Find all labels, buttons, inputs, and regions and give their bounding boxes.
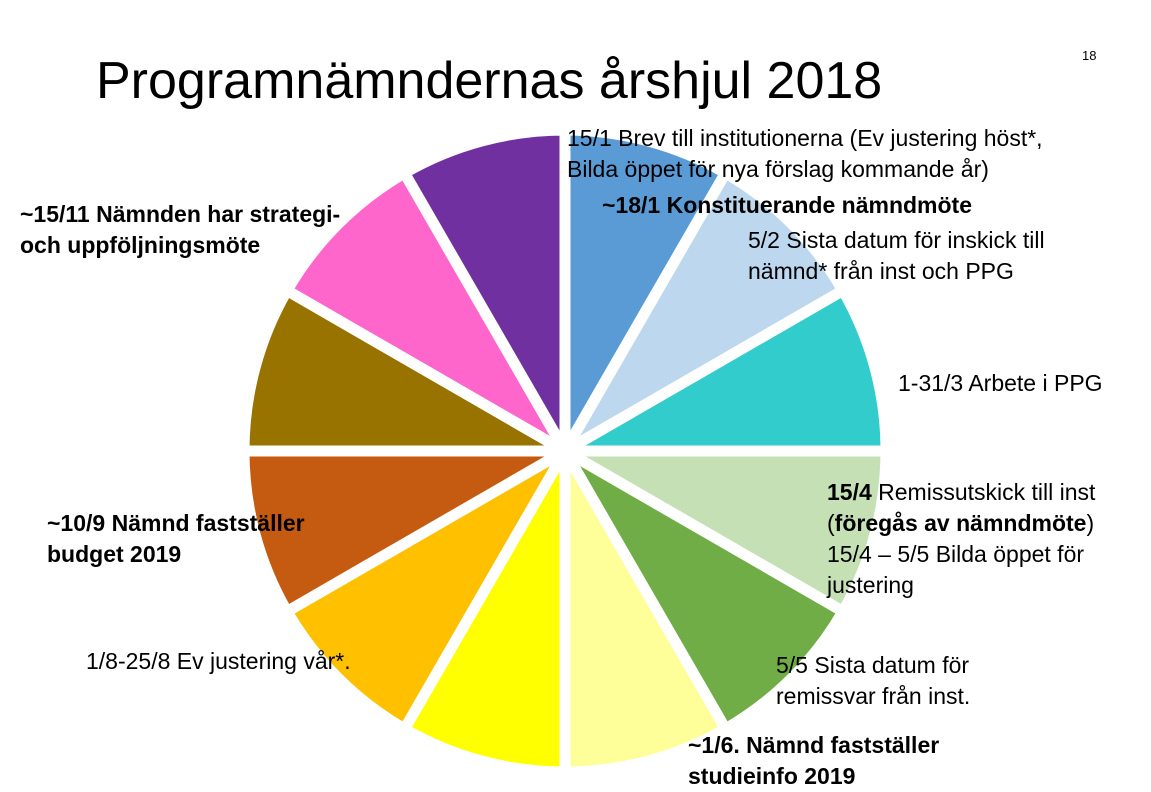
label-jun-line-2: studieinfo 2019 [688,763,856,790]
label-jan-letter-line-2: Bilda öppet för nya förslag kommande år) [567,156,989,183]
label-may-line-1: 5/5 Sista datum för [776,652,970,678]
label-feb-line-1: 5/2 Sista datum för inskick till [748,227,1045,253]
label-apr-paren-open: ( [827,510,835,537]
label-apr-date: 15/4 [827,479,872,505]
segment-may [549,435,851,737]
label-may-line-2: remissvar från inst. [776,683,971,710]
label-jan-letter: 15/1 Brev till institutionerna (Ev juste… [567,123,1043,185]
label-nov-line-2: och uppföljningsmöte [20,232,261,259]
wheel-hub [549,435,581,467]
segment-aug [279,435,581,737]
label-jan-meeting: ~18/1 Konstituerande nämndmöte [602,190,972,221]
label-jan-letter-line-1: 15/1 Brev till institutionerna (Ev juste… [567,125,1043,151]
label-apr-line-1: 15/4 Remissutskick till inst [827,477,1095,508]
label-apr: 15/4 Remissutskick till inst (föregås av… [827,477,1095,601]
label-apr-paren-close: ) [1086,510,1095,537]
page-number: 18 [1082,48,1097,63]
segment-nov [279,165,581,467]
label-feb-line-2: nämnd* från inst och PPG [748,258,1014,285]
label-sep-line-1: ~10/9 Nämnd fastställer [47,510,305,536]
segment-feb [549,165,851,467]
label-apr-open-line-1: 15/4 – 5/5 Bilda öppet för [827,541,1085,568]
label-nov-line-1: ~15/11 Nämnden har strategi- [20,201,341,227]
label-aug-text: 1/8-25/8 Ev justering vår*. [86,648,351,674]
label-mar-text: 1-31/3 Arbete i PPG [898,370,1103,396]
label-apr-text: Remissutskick till inst [871,479,1096,505]
label-aug: 1/8-25/8 Ev justering vår*. [86,646,351,677]
label-may: 5/5 Sista datum för remissvar från inst. [776,650,970,712]
segment-mar [544,282,892,457]
label-nov: ~15/11 Nämnden har strategi- och uppfölj… [20,199,340,261]
label-sep-line-2: budget 2019 [47,541,182,568]
label-sep: ~10/9 Nämnd fastställer budget 2019 [47,508,305,570]
segment-sep [238,445,586,620]
label-jun-line-1: ~1/6. Nämnd fastställer [688,732,940,758]
label-mar: 1-31/3 Arbete i PPG [898,368,1103,399]
label-jun: ~1/6. Nämnd fastställer studieinfo 2019 [688,730,939,792]
label-jan-meeting-text: ~18/1 Konstituerande nämndmöte [602,192,972,218]
label-apr-line-2: (föregås av nämndmöte) [827,508,1095,539]
segment-jun [559,430,734,778]
page-title: Programnämndernas årshjul 2018 [96,52,883,110]
label-feb: 5/2 Sista datum för inskick till nämnd* … [748,225,1045,287]
label-apr-open-line-2: justering [827,572,914,599]
segment-dec [396,124,571,472]
label-apr-bold: föregås av nämndmöte [834,510,1087,537]
